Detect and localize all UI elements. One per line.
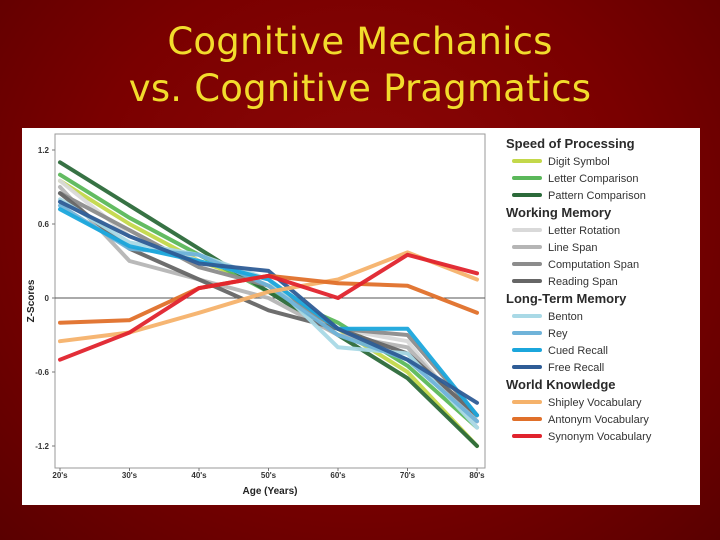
legend-item-label: Letter Rotation xyxy=(548,225,620,237)
y-tick-label: 0 xyxy=(45,294,50,303)
legend-item-label: Antonym Vocabulary xyxy=(548,414,649,426)
y-tick-label: -1.2 xyxy=(35,442,49,451)
x-tick-label: 70's xyxy=(400,471,416,480)
series-line xyxy=(58,252,479,362)
slide-title-line2: vs. Cognitive Pragmatics xyxy=(128,67,592,110)
slide-title-line1: Cognitive Mechanics xyxy=(167,20,553,63)
chart-panel: 1.2 0.6 0 -0.6 -1.2 20's 30's 40's 50's 60's 70's 8… xyxy=(22,128,700,505)
series-line xyxy=(58,199,479,405)
legend-item-label: Free Recall xyxy=(548,362,604,374)
line-chart: 1.2 0.6 0 -0.6 -1.2 20's 30's 40's 50's 60's 70's 8… xyxy=(26,133,652,497)
legend-group-title: World Knowledge xyxy=(506,377,616,392)
y-tick-label: 0.6 xyxy=(38,220,50,229)
series-line xyxy=(58,207,479,418)
plot-area: 1.2 0.6 0 -0.6 -1.2 20's 30's 40's 50's 60's 70's 8… xyxy=(26,133,486,497)
legend-group-title: Speed of Processing xyxy=(506,136,635,151)
x-tick-label: 80's xyxy=(469,471,485,480)
legend-item-label: Pattern Comparison xyxy=(548,190,646,202)
y-axis-label: Z-Scores xyxy=(26,279,37,322)
legend-item-label: Computation Span xyxy=(548,259,639,271)
chart-legend: Speed of Processing Digit Symbol Letter Co… xyxy=(506,136,652,443)
legend-item-label: Rey xyxy=(548,328,568,340)
x-tick-label: 60's xyxy=(330,471,346,480)
y-tick-label: 1.2 xyxy=(38,146,50,155)
x-tick-label: 30's xyxy=(122,471,138,480)
series-line xyxy=(58,185,479,424)
legend-item-label: Synonym Vocabulary xyxy=(548,431,652,443)
legend-item-label: Digit Symbol xyxy=(548,156,610,168)
slide-title: Cognitive Mechanics vs. Cognitive Pragma… xyxy=(0,18,720,112)
legend-item-label: Reading Span xyxy=(548,276,618,288)
legend-group-title: Long-Term Memory xyxy=(506,291,627,306)
legend-item-label: Benton xyxy=(548,311,583,323)
x-tick-label: 40's xyxy=(191,471,207,480)
legend-item-label: Cued Recall xyxy=(548,345,608,357)
legend-item-label: Letter Comparison xyxy=(548,173,639,185)
legend-item-label: Shipley Vocabulary xyxy=(548,397,642,409)
legend-item-label: Line Span xyxy=(548,242,598,254)
x-tick-label: 20's xyxy=(52,471,68,480)
legend-group-title: Working Memory xyxy=(506,205,612,220)
x-axis-label: Age (Years) xyxy=(242,486,297,497)
x-tick-label: 50's xyxy=(261,471,277,480)
y-tick-label: -0.6 xyxy=(35,368,49,377)
